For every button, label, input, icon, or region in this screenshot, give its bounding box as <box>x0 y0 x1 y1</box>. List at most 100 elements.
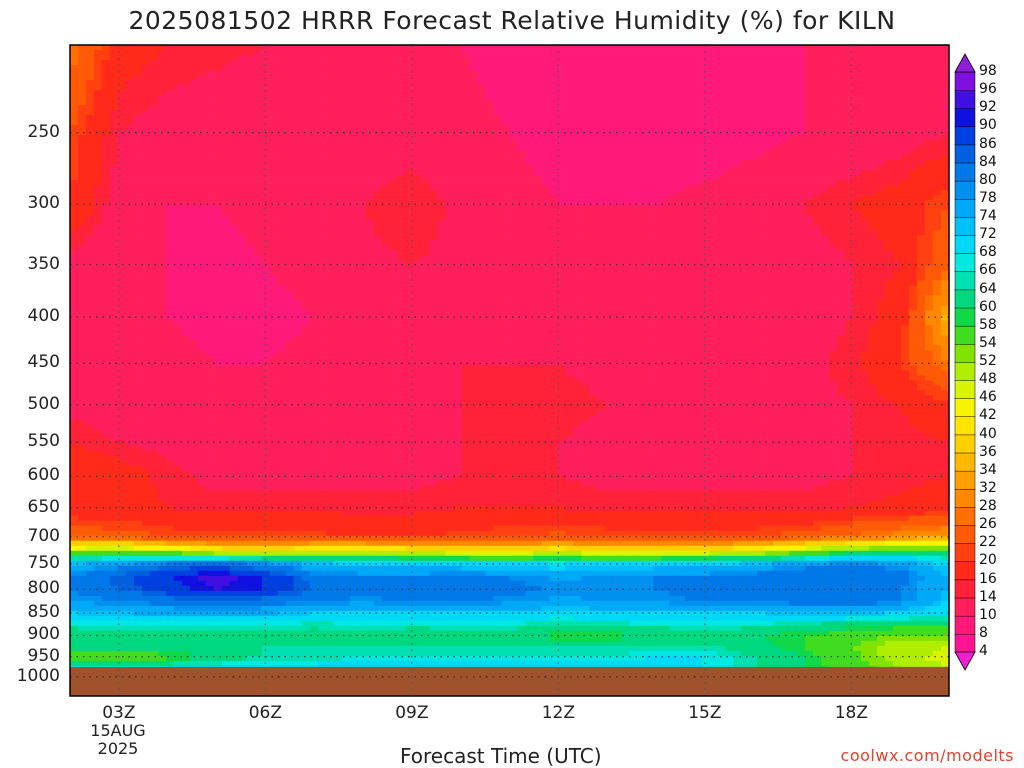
humidity-cell <box>301 180 311 186</box>
humidity-cell <box>325 65 335 71</box>
humidity-cell <box>581 90 591 96</box>
humidity-cell <box>117 110 127 116</box>
humidity-cell <box>261 180 271 186</box>
humidity-cell <box>301 90 311 96</box>
humidity-cell <box>117 230 127 236</box>
humidity-cell <box>605 145 614 151</box>
humidity-cell <box>613 55 622 61</box>
humidity-cell <box>445 185 455 191</box>
humidity-cell <box>573 80 583 86</box>
humidity-cell <box>373 50 383 56</box>
humidity-cell <box>125 95 135 101</box>
humidity-cell <box>461 50 471 56</box>
humidity-cell <box>797 55 806 61</box>
humidity-cell <box>557 140 567 146</box>
humidity-cell <box>213 205 223 211</box>
humidity-cell <box>341 255 351 261</box>
humidity-cell <box>77 250 87 256</box>
humidity-cell <box>173 135 183 141</box>
humidity-cell <box>205 175 215 181</box>
humidity-cell <box>373 190 383 196</box>
humidity-cell <box>405 250 415 256</box>
humidity-cell <box>309 115 319 121</box>
humidity-cell <box>765 65 774 71</box>
humidity-cell <box>101 85 111 91</box>
humidity-cell <box>861 160 870 166</box>
humidity-cell <box>909 230 918 236</box>
humidity-cell <box>933 175 942 181</box>
humidity-cell <box>485 45 495 51</box>
humidity-cell <box>525 45 535 51</box>
humidity-cell <box>333 225 343 231</box>
humidity-cell <box>485 175 495 181</box>
humidity-cell <box>533 210 543 216</box>
humidity-cell <box>357 95 367 101</box>
humidity-cell <box>573 255 583 261</box>
humidity-cell <box>133 255 143 261</box>
humidity-cell <box>173 255 183 261</box>
humidity-cell <box>349 155 359 161</box>
humidity-cell <box>845 150 854 156</box>
humidity-cell <box>77 60 87 66</box>
humidity-cell <box>701 115 710 121</box>
humidity-cell <box>549 65 559 71</box>
humidity-cell <box>429 80 439 86</box>
humidity-cell <box>485 170 495 176</box>
humidity-cell <box>213 215 223 221</box>
humidity-cell <box>637 255 646 261</box>
humidity-cell <box>405 120 415 126</box>
humidity-cell <box>901 250 910 256</box>
humidity-cell <box>317 130 327 136</box>
humidity-cell <box>573 180 583 186</box>
humidity-cell <box>285 175 295 181</box>
humidity-cell <box>469 230 479 236</box>
humidity-cell <box>469 55 479 61</box>
humidity-cell <box>461 135 471 141</box>
humidity-cell <box>485 225 495 231</box>
humidity-cell <box>269 55 279 61</box>
humidity-cell <box>509 225 519 231</box>
humidity-cell <box>245 245 255 251</box>
humidity-cell <box>301 110 311 116</box>
humidity-cell <box>709 215 718 221</box>
humidity-cell <box>85 140 95 146</box>
humidity-cell <box>653 110 662 116</box>
humidity-cell <box>101 115 111 121</box>
humidity-cell <box>541 80 551 86</box>
humidity-cell <box>173 170 183 176</box>
humidity-cell <box>701 85 710 91</box>
humidity-cell <box>485 235 495 241</box>
humidity-cell <box>173 165 183 171</box>
humidity-cell <box>461 45 471 51</box>
humidity-cell <box>757 140 766 146</box>
humidity-cell <box>85 135 95 141</box>
humidity-cell <box>901 90 910 96</box>
humidity-cell <box>485 130 495 136</box>
humidity-cell <box>869 200 878 206</box>
humidity-cell <box>669 105 678 111</box>
humidity-cell <box>253 215 263 221</box>
humidity-cell <box>117 160 127 166</box>
humidity-cell <box>893 225 902 231</box>
humidity-cell <box>549 55 559 61</box>
humidity-cell <box>733 200 742 206</box>
humidity-cell <box>853 50 862 56</box>
humidity-cell <box>805 215 814 221</box>
humidity-cell <box>685 210 694 216</box>
humidity-cell <box>189 105 199 111</box>
humidity-cell <box>285 120 295 126</box>
humidity-cell <box>725 70 734 76</box>
humidity-cell <box>773 195 782 201</box>
humidity-cell <box>837 190 846 196</box>
humidity-cell <box>805 140 814 146</box>
humidity-cell <box>189 185 199 191</box>
humidity-cell <box>549 125 559 131</box>
humidity-cell <box>901 245 910 251</box>
humidity-cell <box>757 90 766 96</box>
humidity-cell <box>141 180 151 186</box>
humidity-cell <box>245 255 255 261</box>
humidity-cell <box>445 55 455 61</box>
humidity-cell <box>333 240 343 246</box>
humidity-cell <box>517 55 527 61</box>
